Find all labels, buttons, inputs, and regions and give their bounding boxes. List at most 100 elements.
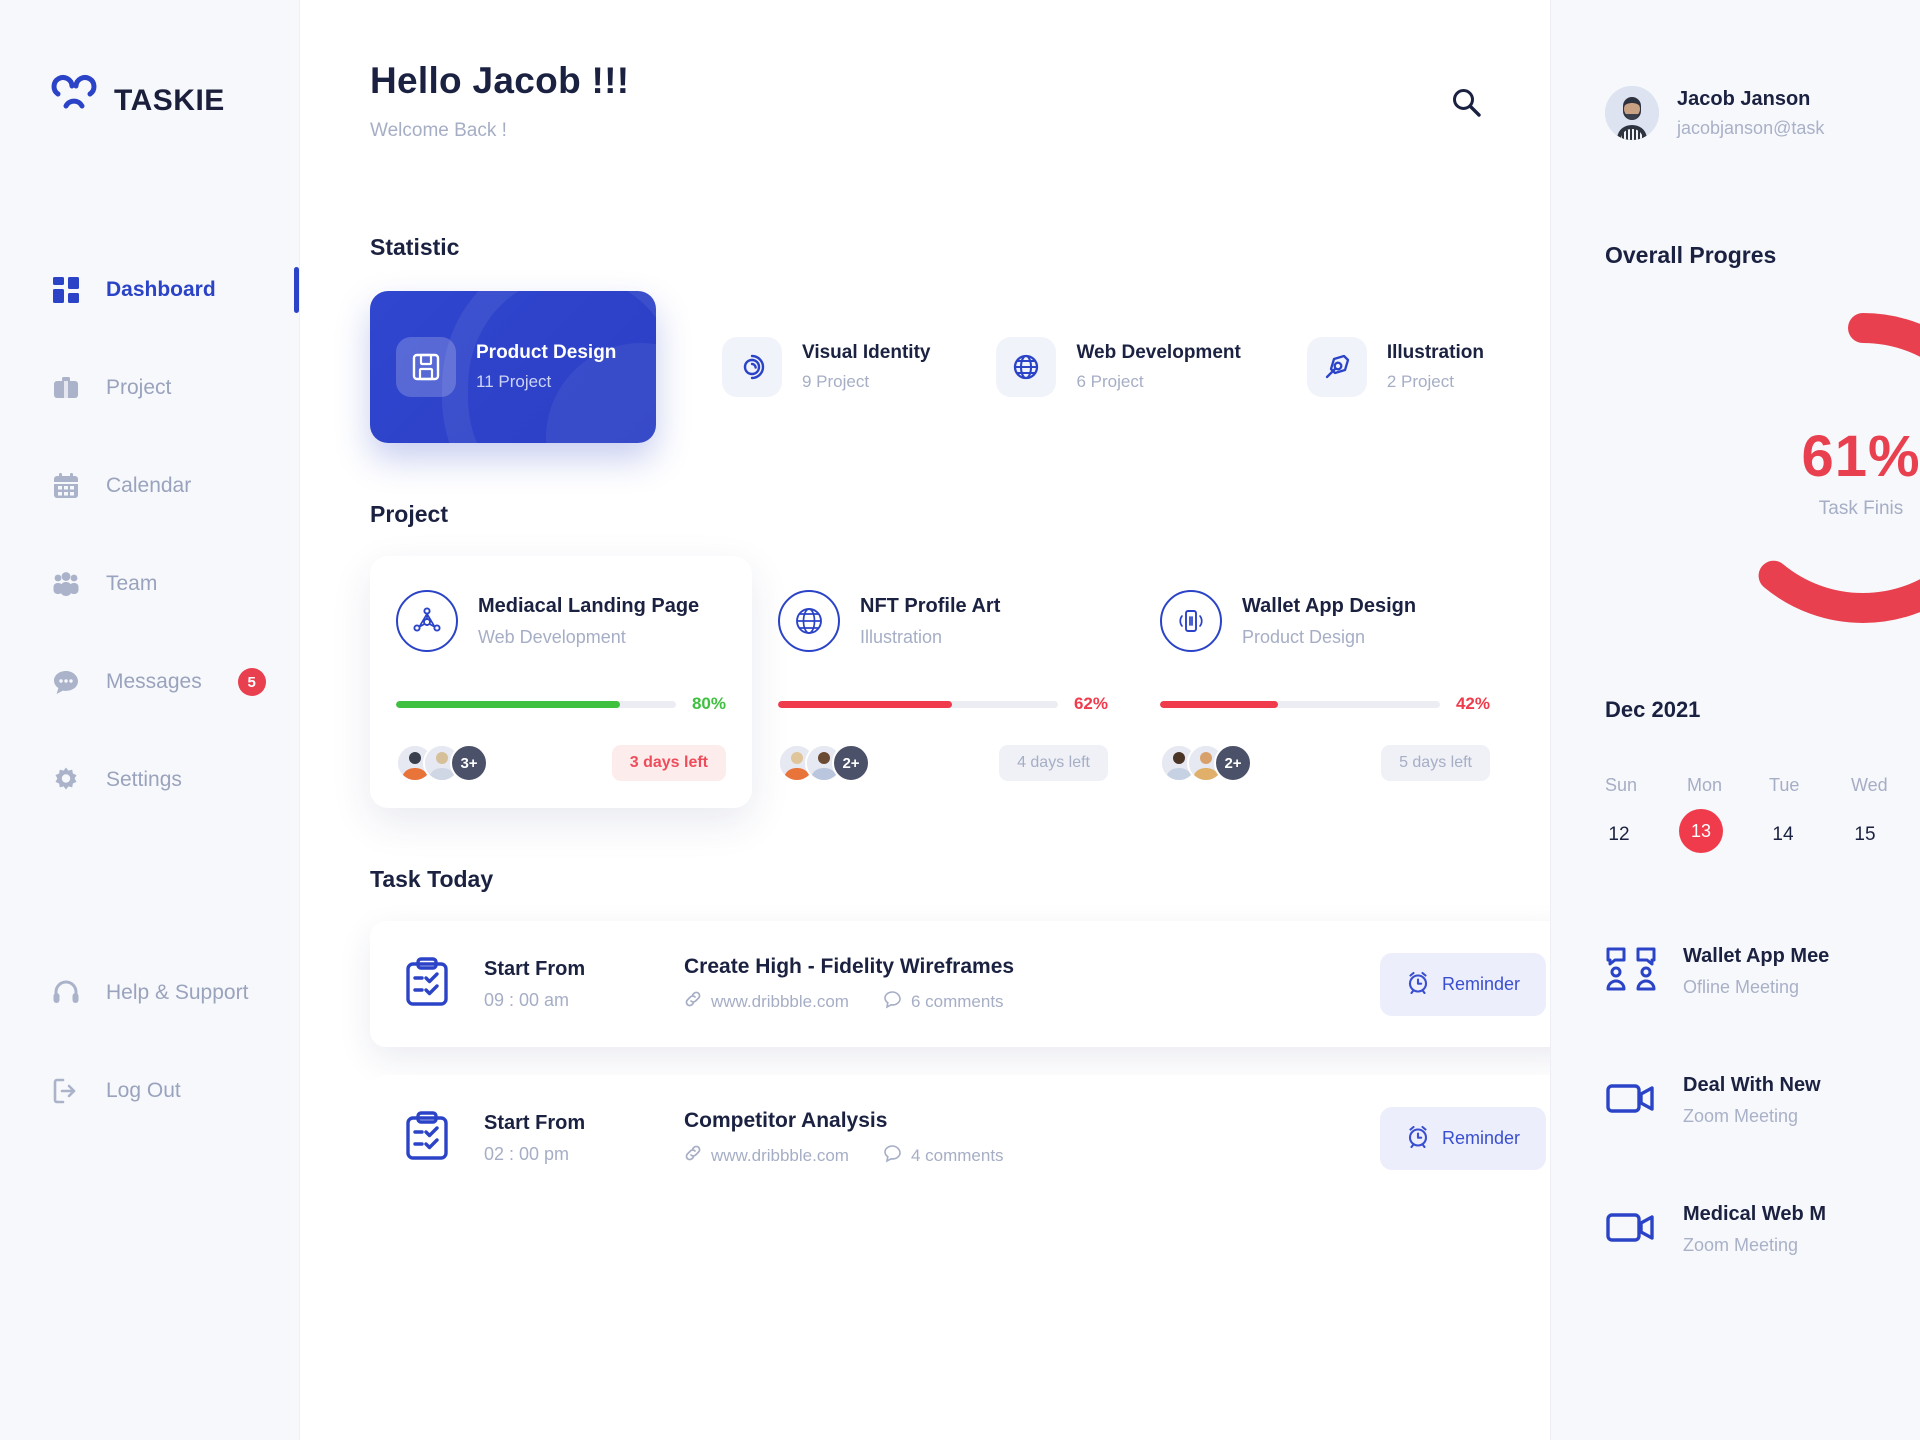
save-disk-icon xyxy=(396,337,456,397)
progress-label: Task Finis xyxy=(1818,498,1904,519)
sidebar-item-calendar[interactable]: Calendar xyxy=(0,437,299,535)
right-panel: Jacob Janson jacobjanson@task Overall Pr… xyxy=(1550,0,1920,1440)
sidebar-item-project[interactable]: Project xyxy=(0,339,299,437)
task-link-text: www.dribbble.com xyxy=(711,1145,849,1165)
project-category: Product Design xyxy=(1242,626,1366,647)
chat-bubble-icon xyxy=(52,668,80,696)
task-link[interactable]: www.dribbble.com xyxy=(684,1144,849,1167)
meeting-type: Zoom Meeting xyxy=(1683,1235,1799,1255)
sidebar-item-label: Help & Support xyxy=(106,981,249,1004)
sidebar: TASKIE Dashboard xyxy=(0,0,300,1440)
alarm-clock-icon xyxy=(1406,970,1430,999)
stat-card-count: 6 Project xyxy=(1076,372,1144,391)
project-cards: Mediacal Landing Page Web Development 80… xyxy=(370,556,1550,808)
grid-icon xyxy=(52,276,80,304)
meeting-item[interactable]: Medical Web M Zoom Meeting xyxy=(1605,1203,1920,1256)
project-section: Project xyxy=(370,501,1550,808)
task-link[interactable]: www.dribbble.com xyxy=(684,990,849,1013)
progress-fill xyxy=(396,700,620,708)
sidebar-item-dashboard[interactable]: Dashboard xyxy=(0,241,299,339)
meeting-item[interactable]: Wallet App Mee Ofline Meeting xyxy=(1605,945,1920,998)
logout-icon xyxy=(52,1077,80,1105)
reminder-button[interactable]: Reminder xyxy=(1379,952,1546,1016)
progress-percent: 62% xyxy=(1073,694,1108,713)
overall-progress-donut: 61% Task Finis xyxy=(1653,303,1920,633)
stat-card-count: 2 Project xyxy=(1386,372,1454,391)
task-time: 09 : 00 am xyxy=(484,989,570,1010)
progress-percent: 42% xyxy=(1455,694,1490,713)
link-icon xyxy=(684,990,702,1013)
people-chat-icon xyxy=(1605,945,1657,998)
project-card-wallet-app-design[interactable]: Wallet App Design Product Design 42% xyxy=(1134,556,1516,808)
reminder-button[interactable]: Reminder xyxy=(1379,1106,1546,1170)
gear-icon xyxy=(52,766,80,794)
calendar-date: 14 xyxy=(1772,824,1794,845)
sidebar-item-label: Dashboard xyxy=(106,278,216,301)
task-start-label: Start From xyxy=(484,957,586,980)
calendar-date: 15 xyxy=(1854,824,1876,845)
page-subtitle: Welcome Back ! xyxy=(370,120,507,141)
stat-card-name: Illustration xyxy=(1386,342,1484,363)
task-title: Competitor Analysis xyxy=(684,1108,888,1132)
main-content: Hello Jacob !!! Welcome Back ! Stat xyxy=(300,0,1587,1440)
calendar-dow: Sun xyxy=(1605,775,1638,795)
search-icon[interactable] xyxy=(1450,86,1482,123)
stat-card-count: 9 Project xyxy=(802,372,870,391)
statistic-section: Statistic Product Design 11 Project xyxy=(370,234,1550,443)
stat-card-name: Product Design xyxy=(476,342,617,363)
task-comments[interactable]: 4 comments xyxy=(883,1144,1004,1168)
globe-icon xyxy=(778,590,840,652)
stat-card-illustration[interactable]: Illustration 2 Project xyxy=(1306,337,1484,397)
stat-card-visual-identity[interactable]: Visual Identity 9 Project xyxy=(722,337,930,397)
briefcase-icon xyxy=(52,374,80,402)
project-progress: 62% xyxy=(778,694,1108,714)
task-comments-text: 4 comments xyxy=(910,1145,1004,1165)
profile-email: jacobjanson@task xyxy=(1677,117,1825,138)
task-comments[interactable]: 6 comments xyxy=(883,990,1004,1014)
calendar-date: 12 xyxy=(1608,824,1630,845)
stat-card-product-design[interactable]: Product Design 11 Project xyxy=(370,291,656,443)
calendar-dow: Tue xyxy=(1769,775,1800,795)
project-card-nft-profile-art[interactable]: NFT Profile Art Illustration 62% xyxy=(752,556,1134,808)
sidebar-item-settings[interactable]: Settings xyxy=(0,731,299,829)
project-progress: 80% xyxy=(396,694,726,714)
calendar-day[interactable]: Wed 15 xyxy=(1851,775,1888,853)
app-logo[interactable]: TASKIE xyxy=(0,0,299,129)
meeting-item[interactable]: Deal With New Zoom Meeting xyxy=(1605,1074,1920,1127)
task-time: 02 : 00 pm xyxy=(484,1143,570,1164)
mobile-signal-icon xyxy=(1160,590,1222,652)
page-title: Hello Jacob !!! xyxy=(370,60,630,101)
calendar-day-selected[interactable]: Mon 13 xyxy=(1679,775,1723,853)
calendar-day[interactable]: Tue 14 xyxy=(1769,775,1800,853)
days-left-badge: 5 days left xyxy=(1381,745,1490,781)
member-avatars[interactable]: 3+ xyxy=(396,744,488,782)
project-category: Web Development xyxy=(478,626,626,647)
task-row[interactable]: Start From 02 : 00 pm Competitor Analysi… xyxy=(370,1075,1580,1201)
calendar-day[interactable]: Sun 12 xyxy=(1605,775,1638,853)
stat-card-web-development[interactable]: Web Development 6 Project xyxy=(996,337,1241,397)
sidebar-item-messages[interactable]: Messages 5 xyxy=(0,633,299,731)
stat-card-name: Visual Identity xyxy=(802,342,931,363)
task-row[interactable]: Start From 09 : 00 am Create High - Fide… xyxy=(370,921,1580,1047)
member-avatars[interactable]: 2+ xyxy=(778,744,870,782)
project-name: Wallet App Design xyxy=(1242,594,1417,617)
sidebar-item-help-support[interactable]: Help & Support xyxy=(0,944,299,1042)
days-left-badge: 4 days left xyxy=(999,745,1108,781)
task-today-title: Task Today xyxy=(370,866,494,892)
people-icon xyxy=(52,570,80,598)
alarm-clock-icon xyxy=(1406,1124,1430,1153)
calendar-dow: Mon xyxy=(1687,775,1723,795)
headset-icon xyxy=(52,979,80,1007)
stat-card-name: Web Development xyxy=(1076,342,1241,363)
project-card-medical-landing-page[interactable]: Mediacal Landing Page Web Development 80… xyxy=(370,556,752,808)
sidebar-bottom-nav: Help & Support Log Out xyxy=(0,944,299,1440)
progress-track xyxy=(1160,700,1440,708)
member-avatars[interactable]: 2+ xyxy=(1160,744,1252,782)
sidebar-item-team[interactable]: Team xyxy=(0,535,299,633)
user-profile[interactable]: Jacob Janson jacobjanson@task xyxy=(1605,0,1920,140)
sidebar-item-log-out[interactable]: Log Out xyxy=(0,1042,299,1140)
clipboard-check-icon xyxy=(404,956,450,1012)
task-start-label: Start From xyxy=(484,1111,586,1134)
progress-track xyxy=(778,700,1058,708)
calendar-month: Dec 2021 xyxy=(1605,697,1701,722)
